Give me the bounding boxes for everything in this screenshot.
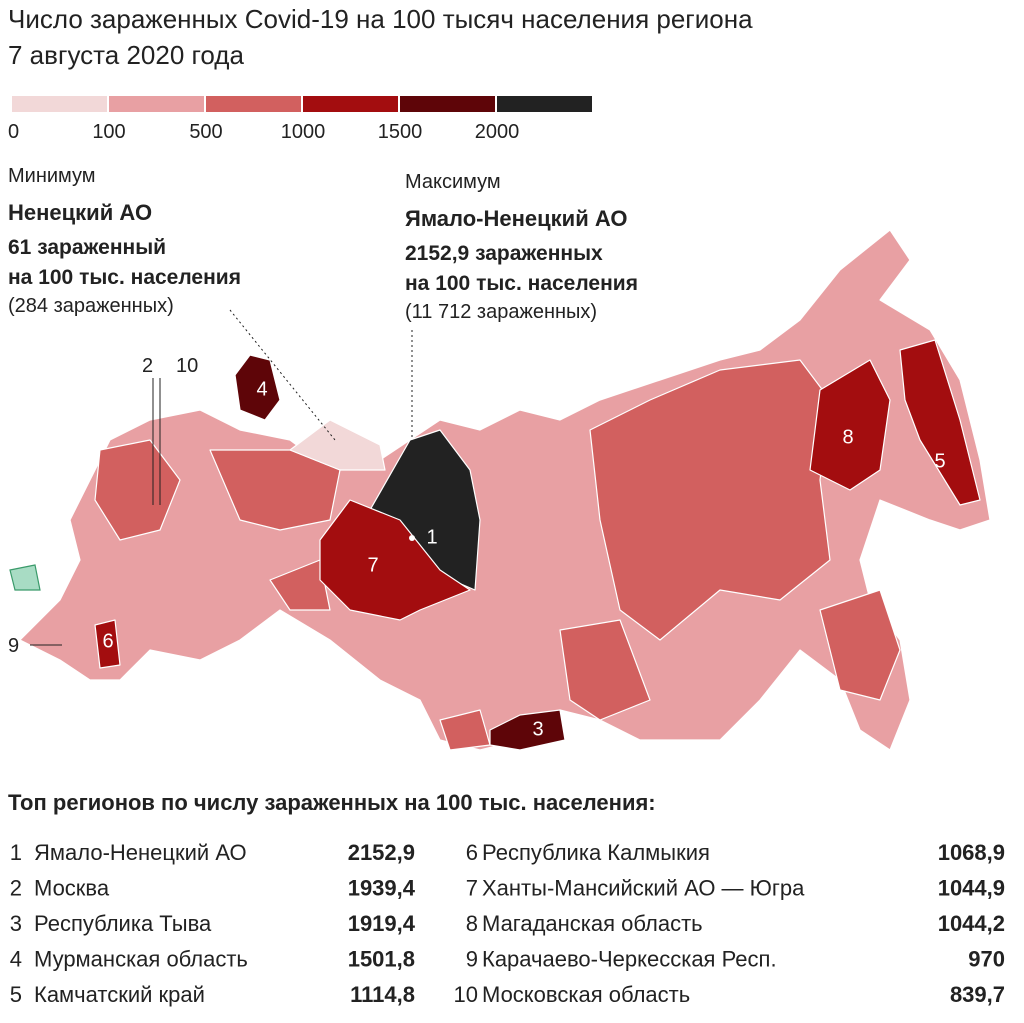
region	[94, 619, 121, 669]
row-rank: 2	[10, 876, 22, 901]
legend: 0 100 500 1000 1500 2000	[8, 96, 592, 143]
row-region: Москва	[34, 876, 110, 901]
map-marker: 7	[367, 554, 378, 576]
legend-swatch	[12, 96, 107, 112]
legend-label: 2000	[475, 121, 520, 143]
map-marker: 9	[8, 635, 19, 657]
map-marker: 1	[426, 526, 437, 548]
callout-dot	[409, 535, 415, 541]
max-rate: на 100 тыс. населения	[405, 272, 638, 295]
row-region: Ханты-Мансийский АО — Югра	[482, 876, 805, 901]
row-value: 839,7	[950, 982, 1005, 1007]
map	[9, 229, 991, 751]
row-value: 1068,9	[938, 840, 1005, 865]
map-marker: 10	[176, 355, 198, 377]
max-count: (11 712 зараженных)	[405, 301, 597, 323]
row-value: 1044,2	[938, 911, 1005, 936]
row-region: Камчатский край	[34, 982, 205, 1007]
row-rank: 8	[466, 911, 478, 936]
legend-label: 100	[92, 121, 125, 143]
row-value: 1114,8	[350, 982, 415, 1007]
legend-label: 500	[189, 121, 222, 143]
legend-label: 1000	[281, 121, 326, 143]
region	[269, 559, 331, 611]
map-marker: 8	[842, 426, 853, 448]
row-value: 1044,9	[938, 876, 1005, 901]
row-value: 1919,4	[348, 911, 416, 936]
row-rank: 5	[10, 982, 22, 1007]
region	[899, 339, 981, 506]
region	[819, 589, 901, 701]
row-rank: 10	[454, 982, 478, 1007]
region	[319, 499, 471, 621]
map-marker: 4	[256, 378, 267, 400]
region	[559, 619, 651, 721]
row-rank: 7	[466, 876, 478, 901]
row-rank: 3	[10, 911, 22, 936]
legend-label: 0	[8, 121, 19, 143]
map-marker: 5	[934, 450, 945, 472]
max-region: Ямало-Ненецкий АО	[405, 206, 628, 231]
map-marker: 2	[142, 355, 153, 377]
min-rate: на 100 тыс. населения	[8, 266, 241, 289]
row-region: Карачаево-Черкесская Респ.	[482, 947, 777, 972]
row-rank: 9	[466, 947, 478, 972]
legend-swatch	[109, 96, 204, 112]
region	[489, 709, 566, 751]
row-value: 2152,9	[348, 840, 415, 865]
row-region: Ямало-Ненецкий АО	[34, 840, 247, 865]
row-region: Московская область	[482, 982, 690, 1007]
min-label: Минимум	[8, 165, 96, 187]
max-label: Максимум	[405, 171, 501, 193]
row-value: 1939,4	[348, 876, 416, 901]
map-marker: 6	[102, 630, 113, 652]
region	[234, 354, 281, 421]
min-region: Ненецкий АО	[8, 200, 152, 225]
row-region: Магаданская область	[482, 911, 703, 936]
row-rank: 6	[466, 840, 478, 865]
legend-label: 1500	[378, 121, 423, 143]
subtitle: 7 августа 2020 года	[8, 40, 244, 70]
region	[809, 359, 891, 491]
table-title: Топ регионов по числу зараженных на 100 …	[8, 790, 656, 815]
title: Число зараженных Covid-19 на 100 тысяч н…	[8, 4, 753, 34]
region	[289, 419, 386, 471]
row-rank: 4	[10, 947, 22, 972]
max-rate: 2152,9 зараженных	[405, 242, 603, 265]
row-region: Республика Тыва	[34, 911, 212, 936]
row-value: 970	[968, 947, 1005, 972]
row-rank: 1	[10, 840, 22, 865]
crimea	[9, 564, 41, 591]
min-count: (284 зараженных)	[8, 295, 174, 317]
table: 1 Ямало-Ненецкий АО 2152,9 2 Москва 1939,4 3 Ре…	[10, 840, 1005, 1007]
legend-swatch	[400, 96, 495, 112]
region	[589, 359, 831, 641]
legend-swatch	[206, 96, 301, 112]
row-region: Мурманская область	[34, 947, 248, 972]
row-value: 1501,8	[348, 947, 415, 972]
legend-swatch	[303, 96, 398, 112]
region	[94, 439, 181, 541]
row-region: Республика Калмыкия	[482, 840, 710, 865]
legend-swatch	[497, 96, 592, 112]
min-rate: 61 зараженный	[8, 236, 166, 259]
map-marker: 3	[532, 718, 543, 740]
